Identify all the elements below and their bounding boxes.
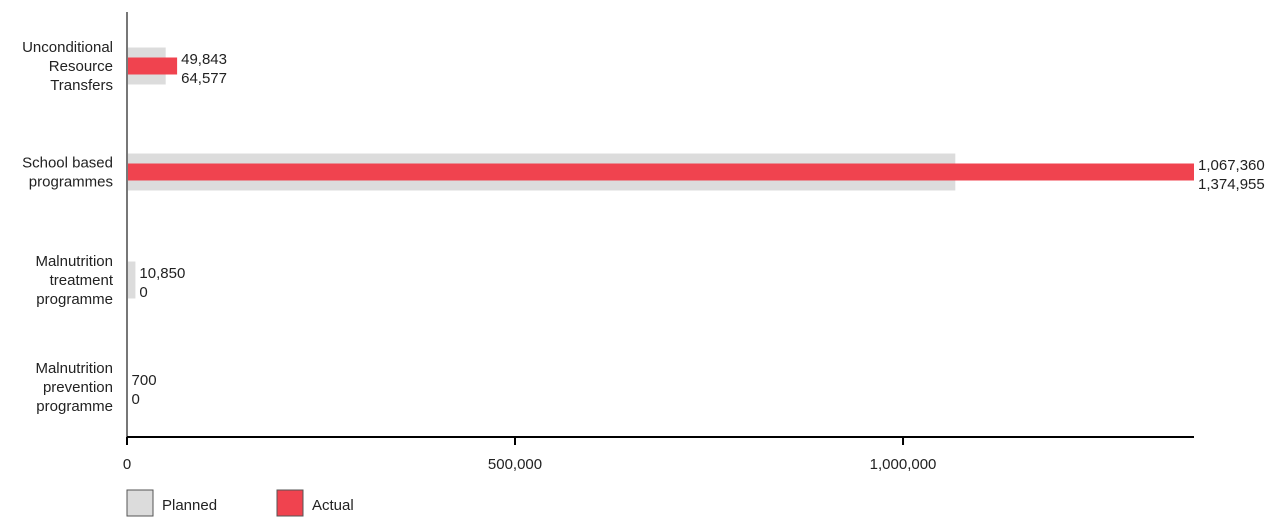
value-labels-layer: 49,843 64,577 1,067,360 1,374,955 10,850 0 700… xyxy=(132,51,1265,408)
legend: Planned Actual xyxy=(126,489,354,517)
category-label-0: Unconditional Resource Transfers xyxy=(22,39,113,94)
category-label-3: Malnutrition prevention programme xyxy=(35,360,113,415)
category-label-2: Malnutrition treatment programme xyxy=(35,253,113,308)
bars-layer xyxy=(127,47,1194,406)
value-label-actual-0: 64,577 xyxy=(181,70,227,87)
value-label-planned-1: 1,067,360 xyxy=(1198,157,1265,174)
value-label-planned-3: 700 xyxy=(132,372,157,389)
value-label-actual-2: 0 xyxy=(139,284,147,301)
bar-planned-2 xyxy=(127,261,136,299)
legend-label-planned: Planned xyxy=(162,497,217,514)
category-labels-layer: Unconditional Resource Transfers School bas… xyxy=(22,39,114,415)
value-label-actual-3: 0 xyxy=(132,391,140,408)
bar-actual-0 xyxy=(127,57,178,75)
value-label-planned-0: 49,843 xyxy=(181,51,227,68)
value-label-planned-2: 10,850 xyxy=(139,265,185,282)
x-tick-label-0: 0 xyxy=(123,456,131,473)
x-tick-label-1: 500,000 xyxy=(488,456,542,473)
value-label-actual-1: 1,374,955 xyxy=(1198,176,1265,193)
legend-swatch-planned xyxy=(126,489,154,517)
x-tick-label-2: 1,000,000 xyxy=(870,456,937,473)
legend-label-actual: Actual xyxy=(312,497,354,514)
category-label-1: School based programmes xyxy=(22,155,113,191)
legend-swatch-actual xyxy=(276,489,304,517)
bar-actual-1 xyxy=(127,163,1194,181)
x-axis-ticks-layer: 0 500,000 1,000,000 xyxy=(123,437,937,473)
